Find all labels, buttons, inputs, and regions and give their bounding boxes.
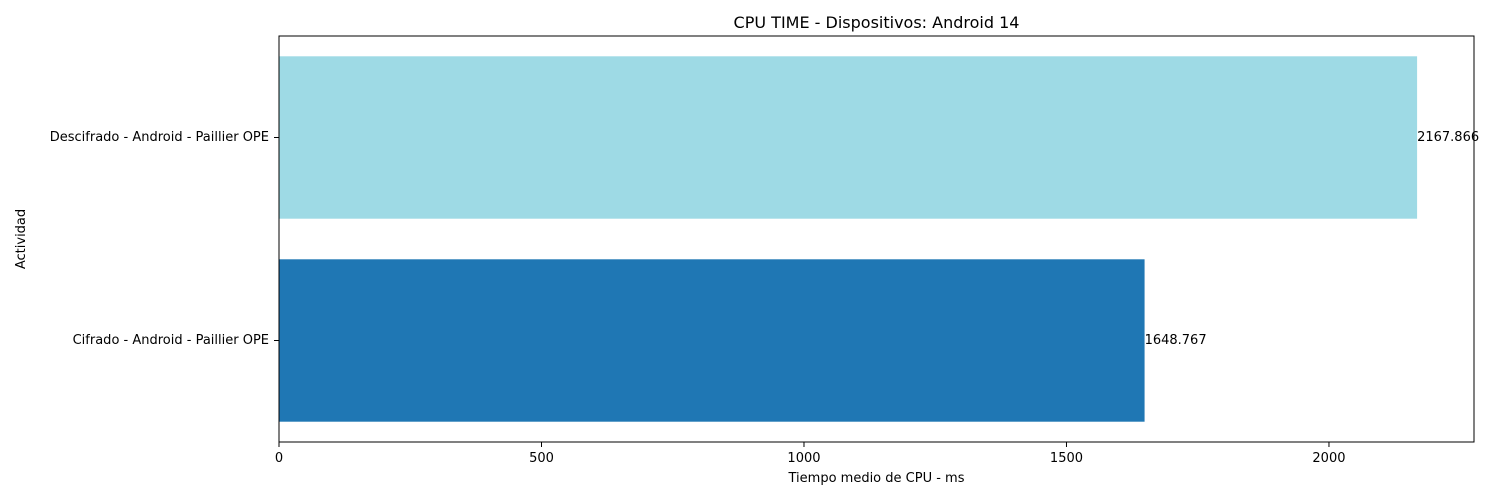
x-tick-label: 500 — [529, 451, 554, 466]
chart-title: CPU TIME - Dispositivos: Android 14 — [734, 13, 1020, 32]
y-axis-ticks: Cifrado - Android - Paillier OPE Descifra… — [50, 130, 279, 348]
plot-frame — [278, 35, 1475, 443]
bar-value-label: 2167.866 — [1417, 130, 1479, 145]
bar-descifrado — [279, 56, 1418, 219]
bars-layer — [279, 56, 1418, 422]
x-tick-label: 1000 — [787, 451, 820, 466]
bar-value-label: 1648.767 — [1145, 333, 1207, 348]
value-labels-layer: 1648.767 2167.866 — [1145, 130, 1480, 348]
x-axis-label: Tiempo medio de CPU - ms — [788, 471, 965, 486]
x-axis-ticks: 0 500 1000 1500 2000 — [275, 442, 1346, 466]
y-axis-label: Actividad — [14, 209, 29, 269]
x-tick-label: 1500 — [1050, 451, 1083, 466]
x-tick-label: 0 — [275, 451, 283, 466]
bar-cifrado — [279, 259, 1145, 422]
y-tick-label: Descifrado - Android - Paillier OPE — [50, 130, 269, 145]
x-tick-label: 2000 — [1312, 451, 1345, 466]
y-tick-label: Cifrado - Android - Paillier OPE — [73, 333, 269, 348]
